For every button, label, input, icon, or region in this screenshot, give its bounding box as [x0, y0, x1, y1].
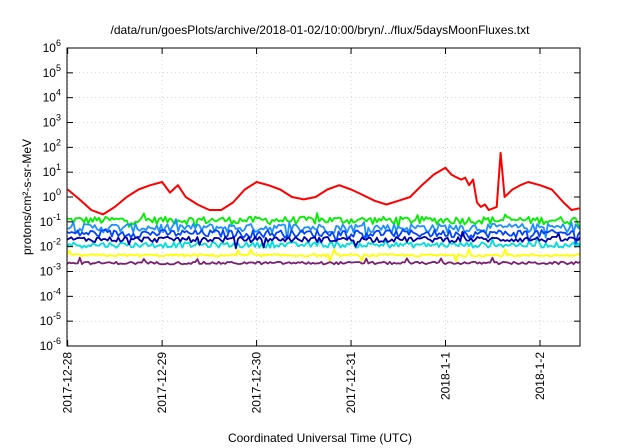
x-tick-label: 2018-1-2 — [533, 352, 547, 400]
series-line-7 — [67, 256, 580, 266]
y-tick-label: 10-2 — [40, 237, 61, 254]
y-tick-label: 10-6 — [40, 336, 61, 353]
y-tick-label: 104 — [43, 88, 61, 105]
x-tick-label: 2017-12-31 — [344, 352, 358, 414]
x-tick-label: 2018-1-1 — [439, 352, 453, 400]
x-tick-label: 2017-12-28 — [61, 352, 75, 414]
y-tick-label: 10-4 — [40, 286, 61, 303]
y-tick-label: 10-1 — [40, 212, 61, 229]
series-line-3 — [67, 228, 580, 246]
grid-lines — [67, 48, 580, 346]
y-tick-label: 103 — [43, 113, 61, 130]
series-line-4 — [67, 236, 580, 249]
y-tick-label: 106 — [43, 38, 61, 55]
series-line-5 — [67, 230, 580, 250]
series-line-6 — [67, 248, 580, 263]
y-tick-label: 100 — [43, 187, 61, 204]
y-tick-label: 102 — [43, 137, 61, 154]
y-tick-label: 10-3 — [40, 262, 61, 279]
series-line-2 — [67, 218, 580, 240]
y-tick-label: 101 — [43, 162, 61, 179]
y-tick-label: 105 — [43, 63, 61, 80]
series-line-0 — [67, 151, 580, 216]
y-tick-label: 10-5 — [40, 311, 61, 328]
chart-title: /data/run/goesPlots/archive/2018-01-02/1… — [110, 23, 530, 37]
series-line-1 — [67, 212, 580, 230]
series-group — [67, 151, 580, 266]
x-tick-label: 2017-12-29 — [155, 352, 169, 414]
x-axis-label: Coordinated Universal Time (UTC) — [227, 431, 413, 445]
axis-ticks: 10-6 10-5 10-4 10-3 10-2 10-1 100 101 102 103 104 1… — [40, 38, 580, 413]
x-tick-label: 2017-12-30 — [250, 352, 264, 414]
